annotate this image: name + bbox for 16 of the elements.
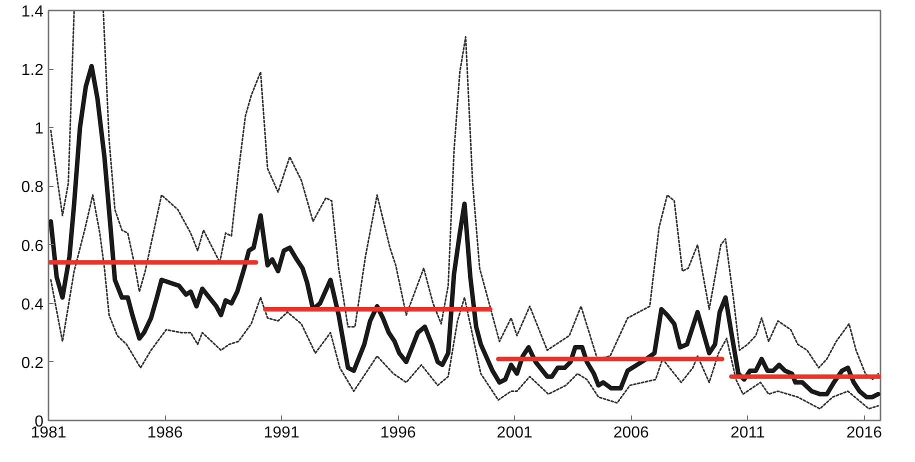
- x-tick-label: 2011: [730, 424, 765, 442]
- y-tick-label: 0.8: [21, 179, 44, 196]
- y-tick-label: 0.2: [21, 354, 44, 372]
- y-tick-label: 0.6: [21, 238, 44, 255]
- line-series: [48, 64, 880, 400]
- y-tick-label: 1: [34, 120, 44, 138]
- y-tick-label: 1.2: [21, 62, 44, 80]
- x-tick-label: 2016: [846, 424, 882, 442]
- x-tick-label: 1986: [147, 424, 183, 442]
- y-tick-label: 0.4: [21, 296, 44, 314]
- x-tick-label: 1991: [264, 424, 300, 442]
- y-tick-label: 1.4: [21, 4, 44, 20]
- x-tick-label: 2001: [496, 424, 533, 442]
- x-tick-label: 2006: [613, 424, 650, 442]
- x-tick-label: 1996: [380, 424, 416, 442]
- line-series: [50, 194, 879, 410]
